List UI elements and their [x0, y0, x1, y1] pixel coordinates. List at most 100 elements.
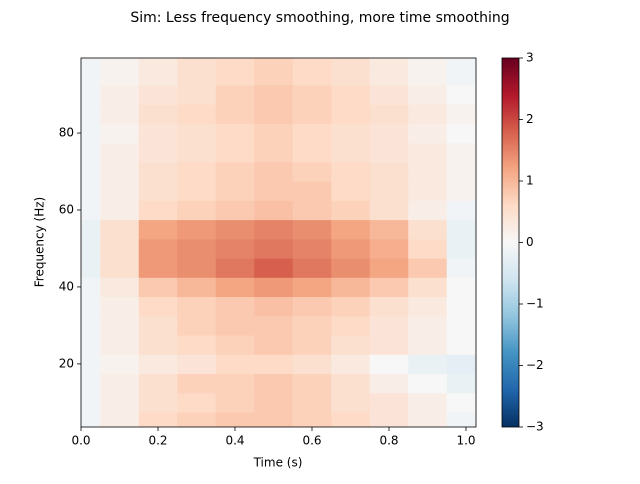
heatmap-cell — [369, 104, 409, 124]
heatmap-cell — [408, 354, 448, 375]
heatmap-cell — [100, 65, 140, 86]
heatmap-cell — [81, 315, 101, 336]
heatmap-cell — [254, 315, 294, 336]
heatmap-cell — [331, 277, 371, 298]
heatmap-cell — [408, 142, 448, 163]
heatmap-cell — [446, 354, 476, 375]
heatmap-cell — [331, 123, 371, 144]
heatmap-cell — [331, 296, 371, 317]
heatmap-cell — [292, 392, 332, 413]
heatmap-cell — [254, 58, 294, 67]
heatmap-cell — [254, 123, 294, 144]
heatmap-cell — [369, 84, 409, 105]
heatmap-cell — [215, 84, 255, 105]
heatmap-cell — [100, 104, 140, 124]
heatmap-cell — [408, 123, 448, 144]
heatmap-cell — [446, 84, 476, 105]
heatmap-cell — [138, 84, 178, 105]
heatmap-cell — [408, 315, 448, 336]
heatmap-cell — [177, 392, 217, 413]
x-tick-label: 1.0 — [456, 434, 475, 448]
heatmap-cell — [177, 277, 217, 298]
heatmap-cell — [100, 123, 140, 144]
heatmap-cell — [446, 104, 476, 124]
heatmap-cell — [331, 65, 371, 86]
y-tick-label: 60 — [59, 202, 74, 216]
heatmap-cell — [215, 181, 255, 201]
heatmap-cell — [254, 161, 294, 182]
heatmap-cell — [138, 258, 178, 278]
heatmap-cell — [177, 315, 217, 336]
heatmap-cell — [100, 142, 140, 163]
heatmap-cell — [331, 392, 371, 413]
heatmap-cell — [177, 84, 217, 105]
heatmap-cell — [254, 181, 294, 201]
heatmap-cell — [331, 373, 371, 394]
heatmap-cell — [254, 238, 294, 259]
heatmap-cell — [100, 392, 140, 413]
heatmap-cell — [138, 277, 178, 298]
heatmap-cell — [408, 84, 448, 105]
heatmap-cell — [138, 315, 178, 336]
x-tick-label: 0.4 — [225, 434, 244, 448]
heatmap-cell — [100, 181, 140, 201]
heatmap-cell — [215, 373, 255, 394]
heatmap-cell — [369, 219, 409, 240]
heatmap-cell — [446, 181, 476, 201]
heatmap-cell — [369, 123, 409, 144]
heatmap-cell — [446, 277, 476, 298]
heatmap-cell — [292, 373, 332, 394]
heatmap-cell — [100, 238, 140, 259]
heatmap-cell — [292, 335, 332, 355]
heatmap-cell — [100, 354, 140, 375]
heatmap-cell — [408, 161, 448, 182]
heatmap-cell — [254, 335, 294, 355]
heatmap-cell — [446, 296, 476, 317]
heatmap-cell — [81, 104, 101, 124]
colorbar-tick-label: −3 — [526, 420, 544, 434]
heatmap-cell — [369, 65, 409, 86]
heatmap-cell — [81, 142, 101, 163]
heatmap-cell — [215, 219, 255, 240]
heatmap-cell — [446, 142, 476, 163]
heatmap-cell — [100, 315, 140, 336]
heatmap-cell — [215, 315, 255, 336]
heatmap-cell — [254, 296, 294, 317]
heatmap-cell — [138, 335, 178, 355]
heatmap-cell — [81, 411, 101, 427]
heatmap-cell — [254, 104, 294, 124]
heatmap-cell — [292, 104, 332, 124]
heatmap-cell — [215, 238, 255, 259]
colorbar-tick-label: 3 — [526, 51, 534, 65]
heatmap-cell — [446, 411, 476, 427]
heatmap-cell — [138, 142, 178, 163]
colorbar-tick-label: 0 — [526, 235, 534, 249]
heatmap-cell — [138, 238, 178, 259]
chart-title: Sim: Less frequency smoothing, more time… — [130, 10, 509, 26]
heatmap-cell — [81, 296, 101, 317]
heatmap-cell — [292, 277, 332, 298]
heatmap-cell — [369, 161, 409, 182]
heatmap-cell — [177, 142, 217, 163]
heatmap-cell — [100, 258, 140, 278]
heatmap-cell — [215, 354, 255, 375]
heatmap-cell — [446, 373, 476, 394]
heatmap-cell — [369, 373, 409, 394]
heatmap-cell — [81, 84, 101, 105]
heatmap-cell — [138, 58, 178, 67]
heatmap-cell — [100, 335, 140, 355]
heatmap-cell — [292, 296, 332, 317]
colorbar-tick-label: 1 — [526, 174, 534, 188]
heatmap-cell — [215, 142, 255, 163]
heatmap-cell — [100, 411, 140, 427]
heatmap-cell — [254, 200, 294, 221]
heatmap-cell — [177, 219, 217, 240]
heatmap-cell — [369, 335, 409, 355]
heatmap-cell — [254, 142, 294, 163]
heatmap-cell — [292, 411, 332, 427]
heatmap-cell — [138, 354, 178, 375]
heatmap-cell — [292, 84, 332, 105]
heatmap-cell — [446, 123, 476, 144]
colorbar-tick-label: −1 — [526, 297, 544, 311]
heatmap-cell — [138, 65, 178, 86]
